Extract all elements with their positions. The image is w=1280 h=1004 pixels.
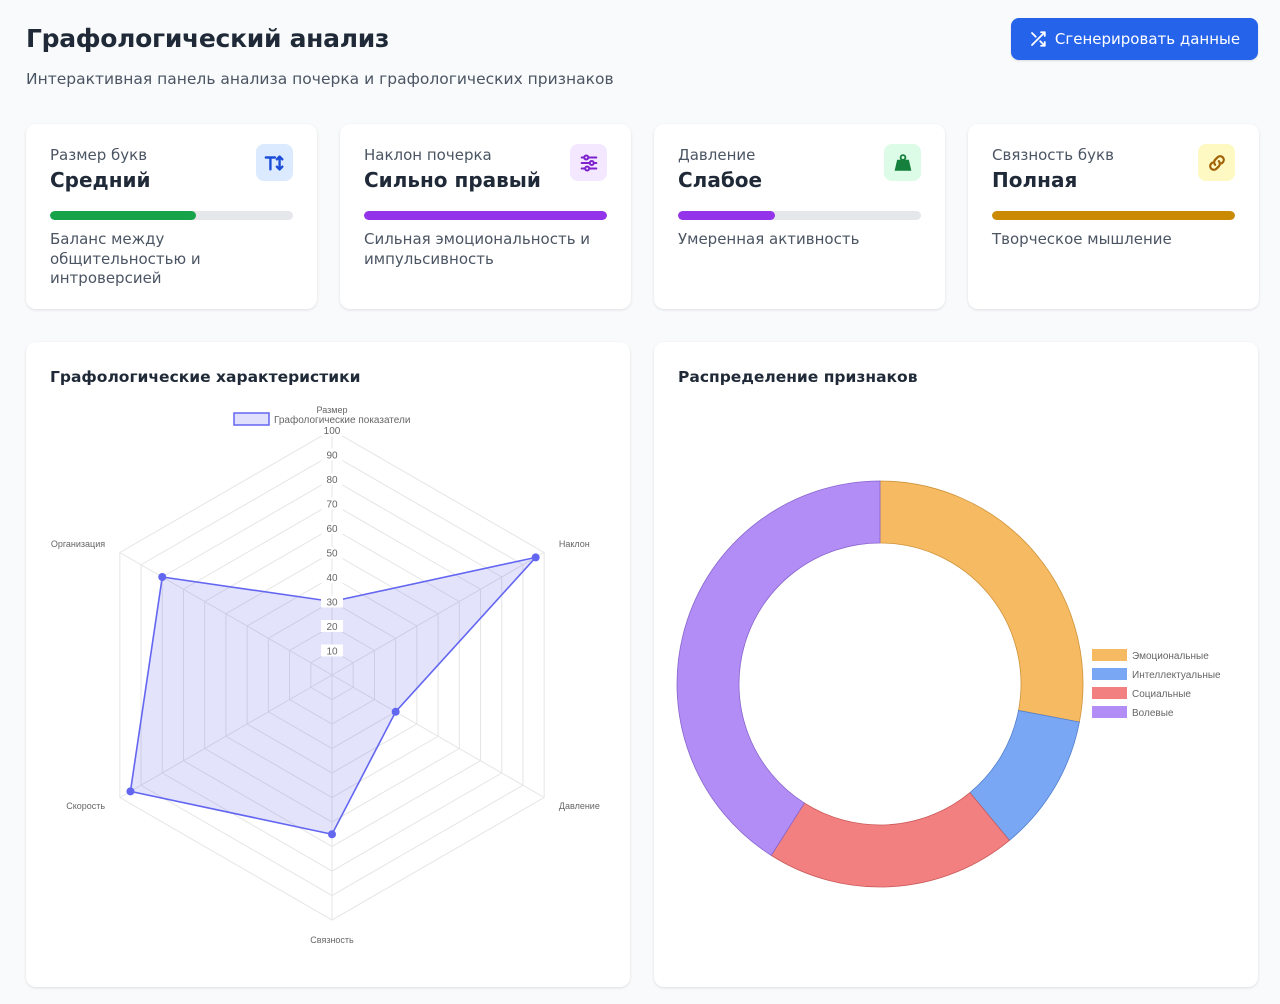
radar-tick-backdrop [321,448,343,461]
legend-swatch [1092,668,1127,680]
radar-tick-label: 50 [326,549,338,560]
card-pressure: Давление Слабое Умеренная активность [654,124,945,309]
radar-category-label: Связность [310,935,354,945]
radar-tick-label: 90 [326,451,338,462]
page-subtitle: Интерактивная панель анализа почерка и г… [26,70,614,88]
shuffle-icon [1030,31,1046,47]
donut-slice-outline [879,480,1084,723]
radar-category-label: Давление [559,801,600,811]
legend-swatch [1092,649,1127,661]
card-description: Умеренная активность [678,230,860,248]
card-label: Давление [678,146,756,164]
donut-slice[interactable] [880,481,1083,723]
radar-tick-backdrop [321,644,343,657]
card-handwriting-slant: Наклон почерка Сильно правый Сильная эмо… [340,124,631,309]
donut-slice-outline [676,480,881,856]
text-size-icon [264,154,284,171]
legend-label: Волевые [1132,708,1174,719]
progress-bar [364,211,607,220]
card-value: Сильно правый [364,168,541,192]
radar-tick-backdrop [321,522,343,534]
card-description: Баланс между общительностью и интроверси… [50,230,201,287]
donut-slice[interactable] [771,792,1010,887]
radar-tick-label: 60 [326,524,338,535]
radar-panel: Графологические характеристики Графологи… [26,342,630,987]
radar-spoke [119,552,333,676]
radar-tick-label: 100 [324,426,341,437]
sliders-icon [580,153,597,172]
radar-category-label: Размер [317,405,348,415]
card-description: Творческое мышление [992,230,1172,248]
card-label: Наклон почерка [364,146,492,164]
radar-tick-backdrop [321,571,343,583]
generate-button-label: Сгенерировать данные [1054,30,1241,48]
card-description: Сильная эмоциональность и импульсивность [364,230,591,268]
radar-tick-backdrop [321,473,343,485]
progress-bar [678,211,921,220]
radar-tick-label: 30 [326,598,338,609]
card-icon-wrap [570,144,607,181]
donut-slice[interactable] [677,481,880,856]
card-value: Полная [992,168,1078,192]
legend-label: Эмоциональные [1132,651,1209,662]
page-title: Графологический анализ [26,24,390,53]
radar-tick-backdrop [321,620,343,632]
radar-category-label: Организация [51,539,105,549]
radar-data-point[interactable] [391,707,400,716]
legend-swatch [1092,687,1127,699]
radar-spoke [119,674,333,798]
radar-tick-label: 20 [326,622,338,633]
link-icon [1208,154,1225,171]
donut-panel: Распределение признаков Эмоциональные Инт… [654,342,1258,987]
radar-tick-label: 10 [326,647,338,658]
legend-swatch [233,412,270,426]
radar-spoke [331,674,545,798]
radar-spoke [331,552,545,676]
progress-fill [50,211,196,220]
radar-legend[interactable]: Графологические показатели [233,412,410,426]
progress-fill [678,211,776,220]
card-value: Слабое [678,168,763,192]
donut-slice[interactable] [969,710,1080,841]
legend-label: Социальные [1132,689,1191,700]
radar-tick-backdrop [321,424,343,436]
radar-tick-backdrop [321,497,343,510]
legend-swatch [1092,706,1127,718]
card-value: Средний [50,168,151,192]
donut-chart: Эмоциональные Интеллектуальные Социальные В… [676,480,1221,888]
progress-fill [364,211,607,220]
card-label: Размер букв [50,146,148,164]
card-icon-wrap [1198,144,1235,181]
radar-data-point[interactable] [328,830,336,839]
radar-tick-label: 70 [326,500,338,511]
progress-fill [992,211,1235,220]
legend-label: Интеллектуальные [1132,670,1221,681]
radar-category-label: Скорость [66,801,105,811]
radar-data-point[interactable] [531,553,540,562]
radar-tick-label: 80 [326,475,338,486]
card-icon-wrap [884,144,921,181]
radar-tick-backdrop [321,546,343,559]
radar-category-label: Наклон [559,539,590,549]
donut-panel-title: Распределение признаков [678,368,918,386]
radar-tick-backdrop [321,595,343,608]
radar-panel-title: Графологические характеристики [50,368,361,386]
card-label: Связность букв [992,146,1114,164]
radar-data-point[interactable] [158,573,167,581]
card-icon-wrap [256,144,293,181]
card-letter-size: Размер букв Средний Баланс между общител… [26,124,317,309]
weight-icon [894,153,911,171]
donut-legend[interactable]: Эмоциональные Интеллектуальные Социальные В… [1092,649,1221,719]
legend-label: Графологические показатели [274,414,410,426]
radar-chart: Графологические показатели 10 20 30 40 50 60 70… [51,405,600,945]
radar-data-point[interactable] [126,787,135,796]
progress-bar [50,211,293,220]
radar-tick-label: 40 [326,573,338,584]
card-letter-connectivity: Связность букв Полная Творческое мышлени… [968,124,1259,309]
generate-data-button[interactable]: Сгенерировать данные [1011,18,1258,60]
progress-bar [992,211,1235,220]
